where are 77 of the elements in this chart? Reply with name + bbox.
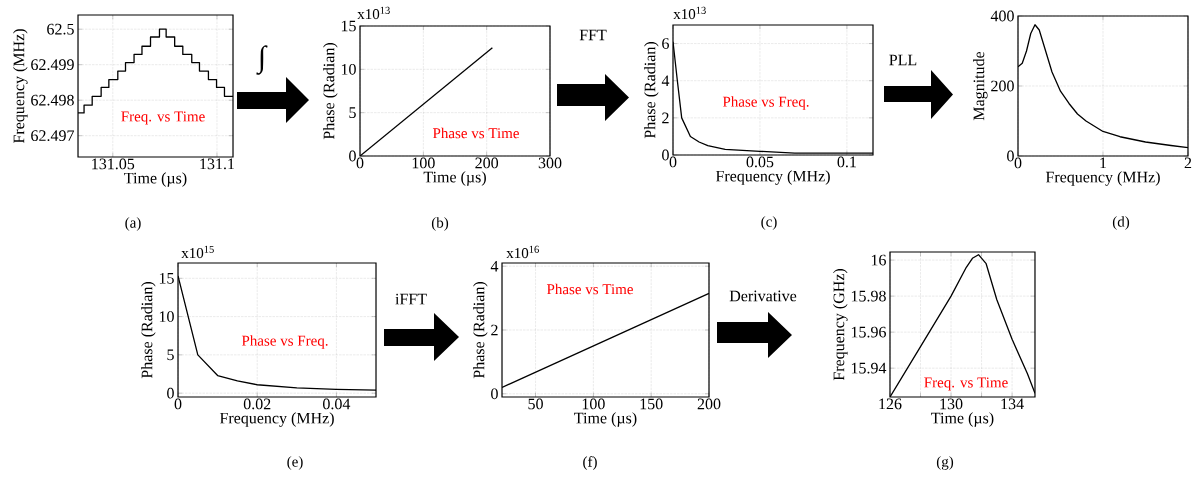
y-tick-label: 10 [159,311,174,322]
x-tick-label: 1 [1100,157,1107,169]
x-tick-label: 2 [1184,157,1192,169]
y-tick-label: 5 [349,107,356,118]
x-tick-label: 0 [1014,157,1022,169]
y-tick-label: 15 [341,20,356,32]
x-tick-label: 131.1 [200,158,235,170]
x-axis-title: Time (µs) [423,171,486,186]
y-tick-label: 400 [990,10,1014,22]
annotation: Phase vs Time [546,283,633,295]
x-tick-label: 200 [697,398,721,410]
annotation: Freq. vs Time [924,377,1008,391]
annotation: Phase vs Freq. [241,335,328,349]
x-axis-title: Frequency (MHz) [1045,171,1160,186]
y-tick-label: 16 [871,254,886,266]
text: x10$^{13}$ [357,6,390,20]
text: x10$^{13}$ [673,6,706,20]
annotation: Phase vs Time [432,127,519,139]
y-tick-label: 6 [662,38,669,49]
x-tick-label: 134 [1001,398,1024,410]
text: (c) [761,216,777,230]
y-axis-title: Phase (Radian) [141,282,156,379]
y-tick-label: 62.497 [31,130,75,142]
x-tick-label: 0.05 [746,156,774,168]
text: FFT [579,29,607,41]
x-tick-label: 0.02 [243,398,271,410]
text: ∫ [256,45,268,75]
y-axis-title: Frequency (MHz) [13,29,28,144]
y-tick-label: 15.96 [851,326,886,338]
y-axis-title: Frequency (GHz) [833,268,848,381]
y-tick-label: 10 [341,63,356,75]
annotation: Phase vs Freq. [722,96,809,110]
text: (d) [1112,216,1130,230]
y-tick-label: 62.498 [31,94,74,106]
y-tick-label: 0 [491,388,498,400]
y-tick-label: 62.5 [47,23,74,35]
text: Derivative [729,290,797,302]
x-axis-title: Frequency (MHz) [219,412,334,427]
text: x10$^{15}$ [181,245,214,259]
y-axis-title: Magnitude [973,51,988,121]
text: (e) [287,456,303,470]
y-tick-label: 200 [991,80,1014,92]
x-axis-title: Time (µs) [931,412,994,427]
y-tick-label: 2 [491,324,498,336]
x-tick-label: 300 [538,157,562,169]
annotation: Freq. vs Time [121,111,205,125]
x-tick-label: 150 [640,398,663,410]
x-tick-label: 126 [879,398,902,410]
text: iFFT [395,293,427,305]
y-axis-title: Phase (Radian) [644,42,659,139]
y-tick-label: 0 [167,387,174,399]
text: (b) [431,217,449,231]
x-axis-title: Frequency (MHz) [715,170,830,185]
text: (g) [936,456,954,470]
x-axis-title: Time (µs) [124,172,187,187]
x-tick-label: 100 [582,398,605,410]
text: (a) [125,217,141,231]
y-axis-title: Phase (Radian) [323,43,338,140]
x-axis-title: Time (µs) [574,412,637,427]
y-tick-label: 15 [159,272,174,284]
y-tick-label: 5 [167,349,174,361]
y-tick-label: 15.94 [851,362,887,374]
y-tick-label: 2 [662,112,669,124]
x-tick-label: 50 [528,398,543,410]
x-tick-label: 0.1 [837,156,856,168]
y-tick-label: 15.98 [851,290,886,302]
text: PLL [889,54,917,66]
text: (f) [583,456,597,470]
y-tick-label: 62.499 [31,59,74,71]
x-tick-label: 100 [412,157,435,169]
y-tick-label: 4 [490,260,499,272]
y-axis-title: Phase (Radian) [473,282,488,379]
x-tick-label: 130 [940,398,963,410]
x-tick-label: 131.05 [92,158,135,170]
text: x10$^{16}$ [506,245,539,259]
y-tick-label: 4 [661,75,670,86]
x-tick-label: 0.04 [323,398,351,410]
